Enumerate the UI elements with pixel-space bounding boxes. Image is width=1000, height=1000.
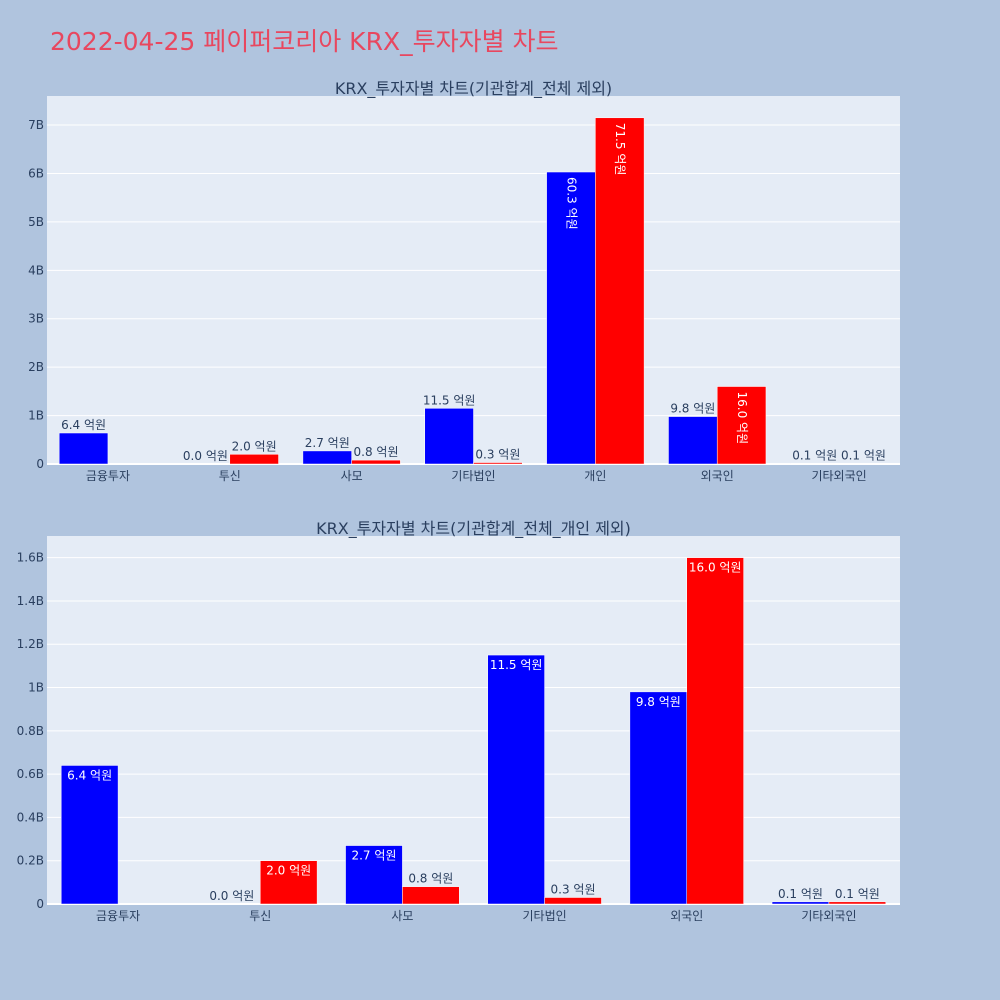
y-tick-label: 5B <box>28 215 44 229</box>
x-tick-label: 사모 <box>341 469 363 483</box>
bar <box>487 654 545 905</box>
bar <box>424 408 474 465</box>
bar <box>668 416 718 465</box>
bar-label: 11.5 억원 <box>423 393 476 407</box>
bar-label: 0.0 억원 <box>183 449 228 463</box>
bar-label: 9.8 억원 <box>636 695 681 709</box>
y-tick-label: 3B <box>28 312 44 326</box>
y-tick-label: 0.2B <box>17 854 44 868</box>
x-tick-label: 기타법인 <box>451 469 495 483</box>
bar <box>351 459 401 465</box>
bar <box>345 845 403 905</box>
bar-label: 0.3 억원 <box>551 883 596 897</box>
bar <box>229 454 279 465</box>
bar-label: 0.1 억원 <box>778 887 823 901</box>
y-tick-label: 4B <box>28 263 44 277</box>
bar <box>686 557 744 905</box>
bar <box>473 462 523 465</box>
bar <box>595 117 645 465</box>
bar <box>260 860 318 905</box>
x-tick-label: 금융투자 <box>96 909 140 923</box>
y-tick-label: 1B <box>28 681 44 695</box>
bar-label: 0.3 억원 <box>475 448 520 462</box>
bar-label: 16.0 억원 <box>689 561 742 575</box>
bar <box>302 450 352 465</box>
bar-label: 0.0 억원 <box>209 889 254 903</box>
y-tick-label: 7B <box>28 118 44 132</box>
bar <box>60 765 119 905</box>
bar <box>828 901 887 905</box>
y-tick-label: 1.2B <box>17 637 44 651</box>
investor-chart-excluding-individual: KRX_투자자별 차트(기관합계_전체_개인 제외) 0 0.2B 0.4B 0.6B 0… <box>17 519 900 923</box>
chart-title: KRX_투자자별 차트(기관합계_전체 제외) <box>335 79 612 99</box>
bar-label: 16.0 억원 <box>735 392 749 445</box>
y-tick-label: 2B <box>28 360 44 374</box>
bar <box>58 432 109 465</box>
x-tick-label: 금융투자 <box>86 469 130 483</box>
bar-label: 60.3 억원 <box>564 177 578 230</box>
bar <box>771 901 830 905</box>
bar-label: 6.4 억원 <box>67 768 112 782</box>
plot-area <box>47 536 900 904</box>
bar <box>402 886 460 905</box>
x-tick-label: 기타외국인 <box>801 909 856 923</box>
x-tick-label: 외국인 <box>701 469 734 483</box>
bar-label: 2.0 억원 <box>232 439 277 453</box>
y-tick-label: 0 <box>36 457 44 471</box>
bar-label: 11.5 억원 <box>490 658 543 672</box>
x-tick-label: 투신 <box>219 469 241 483</box>
bar-label: 0.1 억원 <box>841 449 886 463</box>
page-title: 2022-04-25 페이퍼코리아 KRX_투자자별 차트 <box>50 27 559 56</box>
x-tick-label: 투신 <box>249 909 271 923</box>
bar-label: 0.8 억원 <box>354 445 399 459</box>
bar <box>629 691 688 905</box>
x-tick-label: 개인 <box>584 469 606 483</box>
investor-chart-all: KRX_투자자별 차트(기관합계_전체 제외) 0 1B 2B 3B 4B 5B 6B 7B 금융… <box>28 79 900 483</box>
y-tick-label: 0 <box>36 897 44 911</box>
x-tick-label: 기타외국인 <box>811 469 866 483</box>
bar-label: 0.1 억원 <box>792 449 837 463</box>
bar <box>546 171 596 465</box>
y-tick-label: 1.6B <box>17 551 44 565</box>
y-tick-label: 6B <box>28 166 44 180</box>
chart-title: KRX_투자자별 차트(기관합계_전체_개인 제외) <box>316 519 631 539</box>
y-tick-label: 0.8B <box>17 724 44 738</box>
bar <box>716 386 767 465</box>
bar-label: 2.7 억원 <box>351 849 396 863</box>
y-tick-label: 1B <box>28 409 44 423</box>
bar-label: 2.0 억원 <box>266 864 311 878</box>
x-tick-label: 기타법인 <box>522 909 566 923</box>
bar-label: 0.1 억원 <box>835 887 880 901</box>
y-tick-label: 1.4B <box>17 594 44 608</box>
bar-label: 9.8 억원 <box>670 402 715 416</box>
bar-label: 6.4 억원 <box>61 418 106 432</box>
bar-label: 0.8 억원 <box>408 872 453 886</box>
x-tick-label: 외국인 <box>670 909 703 923</box>
y-tick-label: 0.4B <box>17 810 44 824</box>
x-tick-label: 사모 <box>391 909 413 923</box>
bar-label: 2.7 억원 <box>305 436 350 450</box>
bar-label: 71.5 억원 <box>613 123 627 176</box>
bar <box>544 897 602 905</box>
y-tick-label: 0.6B <box>17 767 44 781</box>
